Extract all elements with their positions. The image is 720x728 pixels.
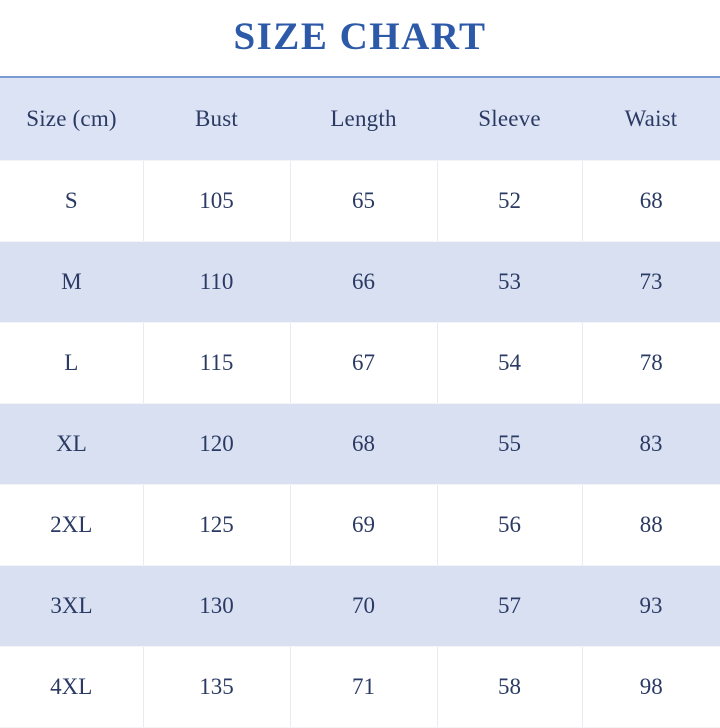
- cell-length: 66: [352, 269, 375, 294]
- cell-length: 70: [352, 593, 375, 618]
- cell-bust: 115: [142, 322, 290, 404]
- cell-size: 2XL: [0, 484, 143, 566]
- cell-sleeve: 53: [498, 269, 521, 294]
- cell-length: 71: [289, 646, 437, 728]
- cell-sleeve: 52: [436, 160, 582, 242]
- table-row: S 105 65 52 68: [0, 160, 720, 242]
- table-row: XL 120 68 55 83: [0, 403, 720, 485]
- cell-size: L: [0, 322, 143, 404]
- page-title: SIZE CHART: [233, 14, 487, 58]
- cell-bust: 110: [199, 269, 234, 294]
- column-header-sleeve: Sleeve: [478, 106, 541, 131]
- cell-bust: 135: [142, 646, 290, 728]
- cell-waist: 93: [639, 593, 663, 618]
- cell-sleeve: 54: [436, 322, 582, 404]
- column-header-bust: Bust: [195, 106, 238, 131]
- table-row: L 115 67 54 78: [0, 322, 720, 404]
- table-row: 3XL 130 70 57 93: [0, 565, 720, 647]
- cell-sleeve: 56: [436, 484, 582, 566]
- column-header-waist: Waist: [624, 106, 678, 131]
- cell-bust: 105: [142, 160, 290, 242]
- table-header: Size (cm) Bust Length Sleeve Waist: [0, 77, 720, 161]
- size-chart-table: Size (cm) Bust Length Sleeve Waist S 105…: [0, 76, 720, 728]
- cell-sleeve: 58: [436, 646, 582, 728]
- table-header-row: Size (cm) Bust Length Sleeve Waist: [0, 77, 720, 161]
- cell-waist: 68: [581, 160, 720, 242]
- cell-bust: 125: [142, 484, 290, 566]
- cell-length: 65: [289, 160, 437, 242]
- table-row: 2XL 125 69 56 88: [0, 484, 720, 566]
- table-body: S 105 65 52 68 M 110 66 53 73 L 115 67 5…: [0, 160, 720, 728]
- table-row: M 110 66 53 73: [0, 241, 720, 323]
- cell-waist: 78: [581, 322, 720, 404]
- cell-waist: 83: [639, 431, 663, 456]
- column-header-length: Length: [330, 106, 397, 131]
- cell-sleeve: 57: [498, 593, 521, 618]
- cell-size: S: [0, 160, 143, 242]
- cell-size: XL: [56, 431, 87, 456]
- cell-length: 67: [289, 322, 437, 404]
- cell-waist: 98: [581, 646, 720, 728]
- cell-bust: 130: [199, 593, 234, 618]
- title-area: SIZE CHART: [0, 0, 720, 76]
- cell-size: 4XL: [0, 646, 143, 728]
- column-header-size: Size (cm): [26, 106, 117, 131]
- cell-length: 69: [289, 484, 437, 566]
- cell-sleeve: 55: [498, 431, 521, 456]
- cell-waist: 73: [639, 269, 663, 294]
- cell-size: 3XL: [50, 593, 93, 618]
- table-row: 4XL 135 71 58 98: [0, 646, 720, 728]
- cell-size: M: [61, 269, 82, 294]
- cell-bust: 120: [199, 431, 234, 456]
- cell-waist: 88: [581, 484, 720, 566]
- cell-length: 68: [352, 431, 375, 456]
